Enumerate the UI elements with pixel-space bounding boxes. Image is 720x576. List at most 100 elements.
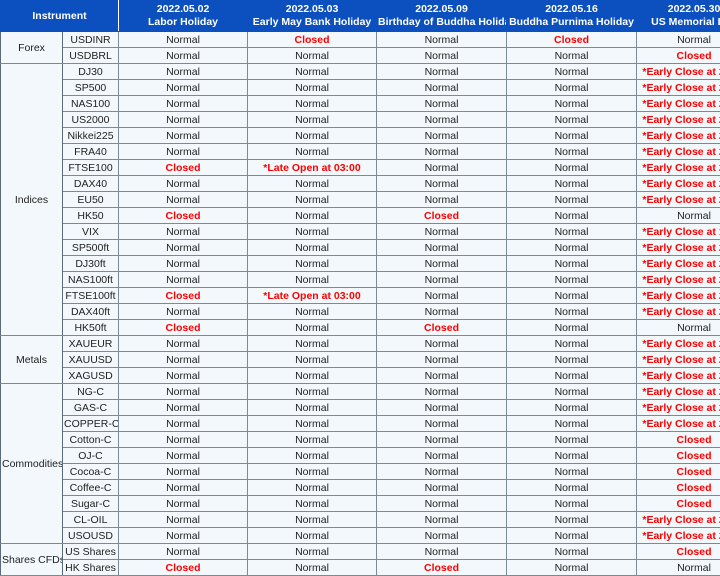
status-cell: Closed (507, 32, 637, 48)
status-cell: Normal (377, 256, 507, 272)
status-cell: Normal (248, 176, 377, 192)
instrument-name: NAS100 (63, 96, 119, 112)
status-cell: Normal (377, 368, 507, 384)
status-cell: Normal (248, 80, 377, 96)
status-cell: Normal (507, 208, 637, 224)
status-cell: Normal (248, 224, 377, 240)
status-cell: Normal (377, 272, 507, 288)
column-header-date-4-name: Buddha Purnima Holiday (508, 16, 635, 29)
status-cell: *Early Close at 23:00 (637, 304, 720, 320)
status-cell: *Early Close at 20:15 (637, 528, 720, 544)
status-cell: Closed (119, 160, 248, 176)
column-header-date-5-name: US Memorial Day (638, 16, 720, 29)
asset-group-label: Shares CFDs (1, 544, 63, 576)
status-cell: *Early Close at 20:15 (637, 352, 720, 368)
instrument-name: EU50 (63, 192, 119, 208)
instrument-name: USDINR (63, 32, 119, 48)
instrument-name: COPPER-C (63, 416, 119, 432)
status-cell: *Early Close at 21:30 (637, 416, 720, 432)
status-cell: Normal (507, 304, 637, 320)
status-cell: Normal (377, 480, 507, 496)
status-cell: Normal (377, 304, 507, 320)
status-cell: Closed (119, 208, 248, 224)
asset-group-label: Metals (1, 336, 63, 384)
status-cell: Normal (377, 336, 507, 352)
status-cell: Closed (637, 480, 720, 496)
instrument-name: USOUSD (63, 528, 119, 544)
status-cell: Normal (507, 96, 637, 112)
status-cell: Normal (248, 560, 377, 576)
column-header-date-3: 2022.05.09 Birthday of Buddha Holiday (377, 1, 507, 32)
status-cell: Normal (377, 400, 507, 416)
status-cell: Normal (119, 528, 248, 544)
column-header-date-4-date: 2022.05.16 (508, 3, 635, 16)
instrument-name: US Shares (63, 544, 119, 560)
status-cell: Normal (507, 80, 637, 96)
status-cell: Normal (377, 352, 507, 368)
status-cell: Normal (507, 160, 637, 176)
instrument-name: USDBRL (63, 48, 119, 64)
instrument-name: Sugar-C (63, 496, 119, 512)
column-header-instrument: Instrument (1, 1, 119, 32)
status-cell: Normal (248, 240, 377, 256)
status-cell: Closed (637, 464, 720, 480)
status-cell: Normal (507, 368, 637, 384)
status-cell: Normal (377, 160, 507, 176)
status-cell: *Early Close at 23:00 (637, 288, 720, 304)
status-cell: *Early Close at 23:00 (637, 144, 720, 160)
instrument-name: SP500 (63, 80, 119, 96)
status-cell: Normal (507, 336, 637, 352)
status-cell: Normal (637, 208, 720, 224)
status-cell: Normal (377, 384, 507, 400)
status-cell: Normal (248, 528, 377, 544)
column-header-date-2: 2022.05.03 Early May Bank Holiday (248, 1, 377, 32)
status-cell: Closed (377, 560, 507, 576)
status-cell: *Early Close at 20:00 (637, 240, 720, 256)
status-cell: *Early Close at 21:30 (637, 400, 720, 416)
status-cell: Normal (119, 96, 248, 112)
status-cell: *Early Close at 23:00 (637, 176, 720, 192)
status-cell: Normal (507, 64, 637, 80)
status-cell: Normal (507, 464, 637, 480)
status-cell: Normal (377, 128, 507, 144)
status-cell: Normal (248, 192, 377, 208)
status-cell: Normal (248, 352, 377, 368)
status-cell: Normal (119, 496, 248, 512)
column-header-date-5-date: 2022.05.30 (638, 3, 720, 16)
column-header-date-5: 2022.05.30 US Memorial Day (637, 1, 720, 32)
instrument-name: XAUUSD (63, 352, 119, 368)
status-cell: *Early Close at 20:15 (637, 512, 720, 528)
instrument-name: SP500ft (63, 240, 119, 256)
status-cell: Closed (119, 560, 248, 576)
status-cell: Normal (248, 496, 377, 512)
status-cell: Normal (119, 176, 248, 192)
status-cell: *Early Close at 23:00 (637, 192, 720, 208)
status-cell: Normal (119, 368, 248, 384)
instrument-name: NAS100ft (63, 272, 119, 288)
column-header-date-1-name: Labor Holiday (120, 16, 246, 29)
status-cell: Normal (377, 496, 507, 512)
instrument-name: US2000 (63, 112, 119, 128)
status-cell: Normal (248, 304, 377, 320)
status-cell: Normal (248, 208, 377, 224)
status-cell: Closed (377, 320, 507, 336)
status-cell: Normal (119, 192, 248, 208)
column-header-date-3-date: 2022.05.09 (378, 3, 505, 16)
status-cell: Closed (119, 288, 248, 304)
status-cell: Normal (507, 400, 637, 416)
